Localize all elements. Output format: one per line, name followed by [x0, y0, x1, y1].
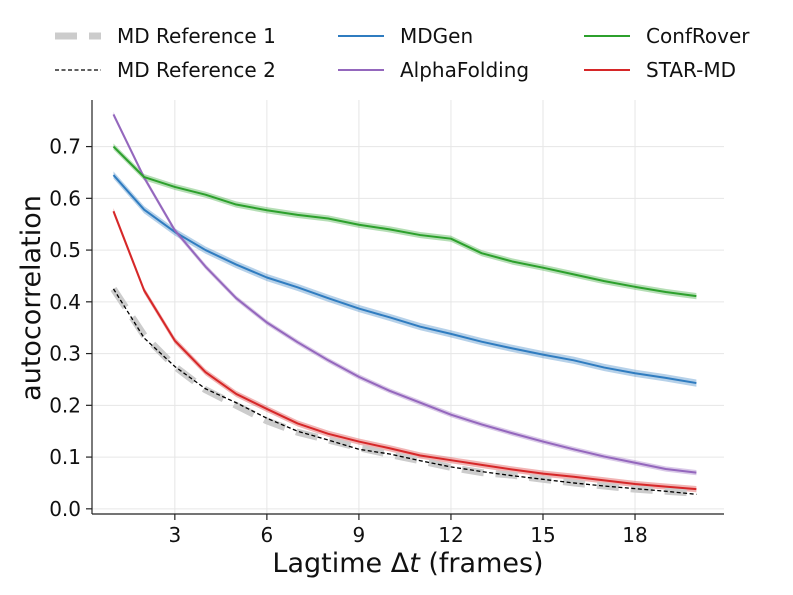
legend-label-mdgen: MDGen: [400, 24, 473, 48]
y-tick-label: 0.7: [49, 135, 81, 159]
line-mdgen: [112, 174, 697, 385]
band-alphafolding: [113, 111, 697, 476]
line-md-reference-2: [112, 288, 697, 495]
y-tick-label: 0.0: [49, 497, 81, 521]
legend-label-md-reference-1: MD Reference 1: [117, 24, 276, 48]
band-confrover: [113, 143, 697, 300]
y-tick-label: 0.2: [49, 393, 81, 417]
y-tick-label: 0.1: [49, 445, 81, 469]
x-tick-label: 6: [261, 523, 274, 547]
legend-label-star-md: STAR-MD: [646, 58, 736, 82]
legend: MD Reference 1 MD Reference 2 MDGen AlphaFo…: [55, 24, 750, 82]
line-star-md: [112, 210, 697, 491]
x-tick-label: 12: [438, 523, 463, 547]
y-axis-title: autocorrelation: [16, 195, 47, 401]
x-axis-title-units: (frames): [420, 548, 544, 579]
ticks: 3 6 9 12 15 18 0.0 0.1 0.2 0.3 0.4 0.5 0.6 0.7: [49, 135, 648, 547]
confidence-bands: [113, 111, 697, 493]
x-tick-label: 15: [530, 523, 555, 547]
x-tick-label: 18: [622, 523, 647, 547]
x-axis-title-variable: t: [409, 548, 421, 579]
y-tick-label: 0.3: [49, 342, 81, 366]
legend-label-confrover: ConfRover: [646, 24, 750, 48]
y-tick-label: 0.4: [49, 290, 81, 314]
legend-label-md-reference-2: MD Reference 2: [117, 58, 276, 82]
line-alphafolding: [112, 114, 697, 474]
x-tick-label: 3: [168, 523, 181, 547]
grid: [92, 100, 724, 514]
legend-label-alphafolding: AlphaFolding: [400, 58, 529, 82]
series-lines: [110, 114, 697, 497]
y-tick-label: 0.5: [49, 238, 81, 262]
x-axis-title: Lagtime Δt (frames): [272, 548, 543, 579]
x-axis-title-part: Lagtime Δ: [272, 548, 409, 579]
x-tick-label: 9: [353, 523, 366, 547]
line-confrover: [112, 145, 697, 298]
y-tick-label: 0.6: [49, 186, 81, 210]
axes: [91, 100, 724, 515]
